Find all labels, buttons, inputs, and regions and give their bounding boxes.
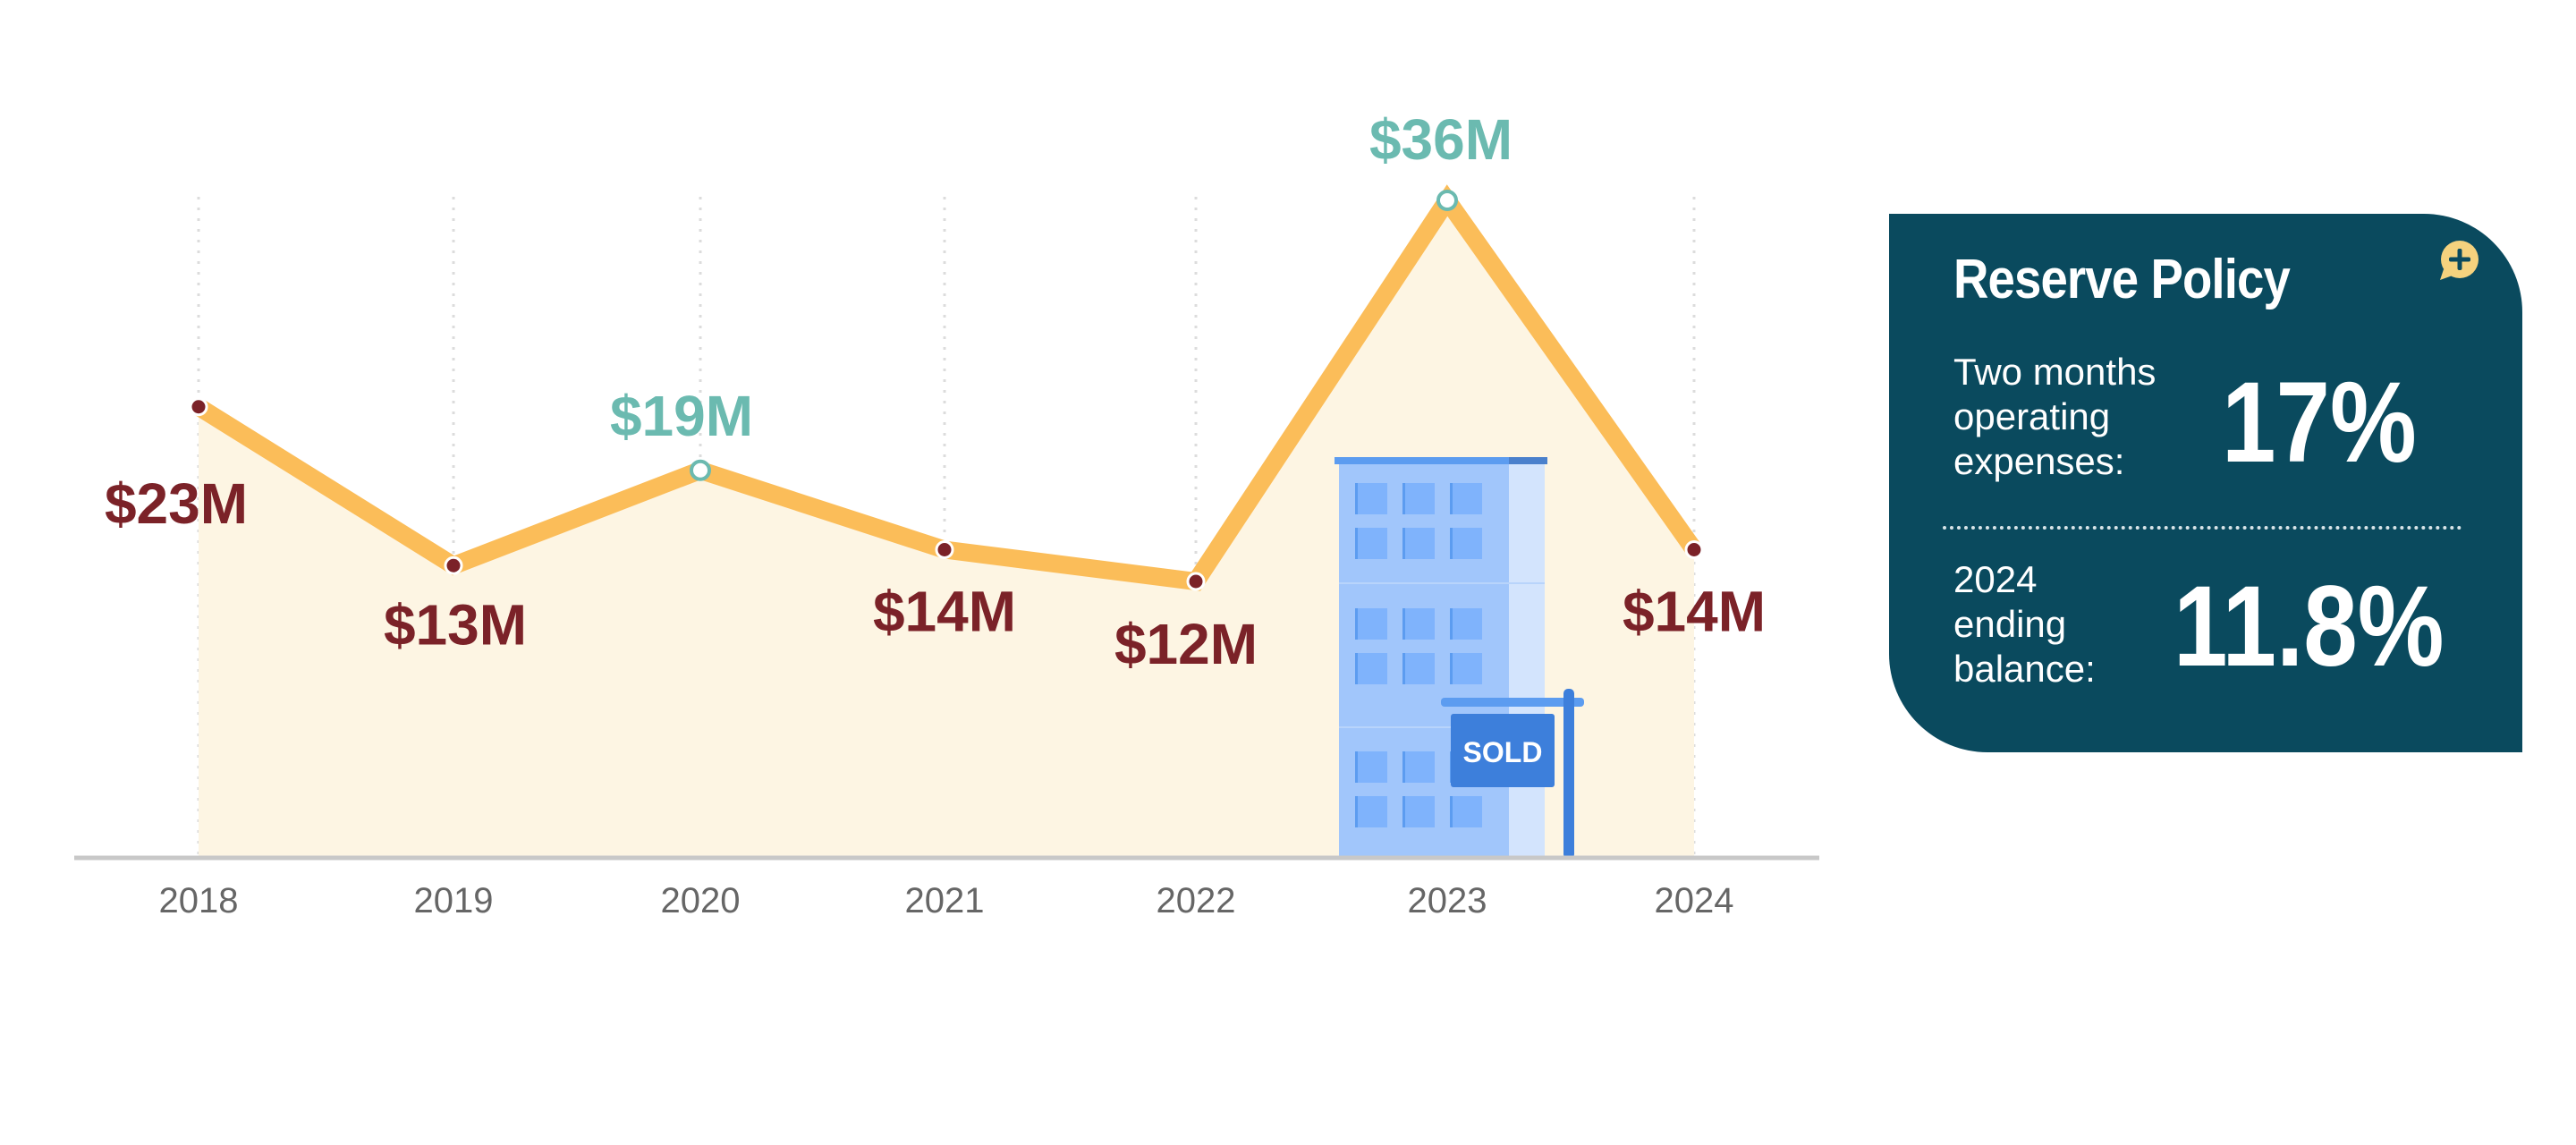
label-line: operating [1953,395,2111,437]
area-fill [199,200,1694,858]
x-tick-label: 2018 [159,881,239,920]
row-label-operating: Two months operating expenses: [1953,350,2156,484]
data-label: $13M [384,592,527,657]
x-tick-label: 2023 [1408,881,1487,920]
card-title: Reserve Policy [1953,249,2291,310]
label-line: balance: [1953,648,2096,690]
label-line: Two months [1953,351,2157,393]
data-label: $14M [1623,580,1766,644]
sold-sign-text: SOLD [1463,736,1543,768]
data-label: $23M [105,471,248,536]
label-line: 2024 [1953,558,2038,600]
data-point [189,397,208,417]
sold-sign [1451,714,1555,787]
dotted-divider [1943,526,2462,530]
x-tick-label: 2019 [414,881,494,920]
label-line: ending [1953,603,2067,645]
row-label-balance: 2024 ending balance: [1953,557,2096,691]
balance-percent: 11.8% [2174,563,2445,691]
label-line: expenses: [1953,440,2125,482]
x-tick-label: 2020 [661,881,741,920]
operating-percent: 17% [2222,359,2417,487]
data-point [1186,572,1206,591]
data-point [690,459,711,481]
data-point [1436,190,1458,211]
data-label: $12M [1114,612,1258,676]
line-chart: SOLD $23M $13M $19M $14M $12M $36M $14M 2018 20… [74,107,1819,920]
x-tick-label: 2022 [1157,881,1236,920]
x-tick-label: 2024 [1655,881,1734,920]
x-tick-label: 2021 [905,881,985,920]
data-label: $14M [873,580,1016,644]
data-point [935,540,954,559]
reserve-policy-card: Reserve Policy Two months operating expe… [1889,214,2522,752]
data-label: $36M [1369,107,1513,172]
data-point [444,556,463,575]
building-illustration: SOLD [1335,457,1584,859]
data-point [1684,540,1704,559]
plus-speech-bubble-icon[interactable] [2436,239,2481,284]
data-label: $19M [610,384,753,448]
